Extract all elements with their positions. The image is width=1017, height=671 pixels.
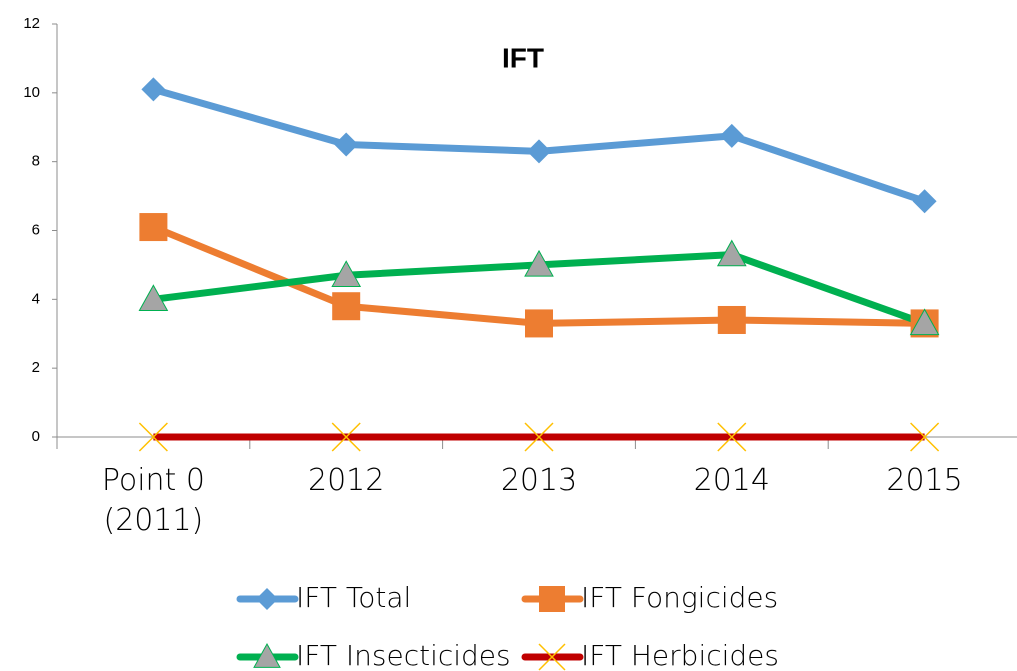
y-tick-label: 10 [23,84,40,101]
marker [139,213,168,242]
marker [539,586,565,612]
marker [138,284,169,312]
marker [910,422,940,452]
y-tick-label: 0 [32,428,40,445]
marker [527,139,551,164]
x-tick-label: 2013 [500,463,578,498]
marker [524,249,554,277]
y-tick-label: 8 [32,153,40,170]
marker [716,239,747,267]
legend-label: IFT Insecticides [296,639,511,671]
marker [256,588,278,610]
legend-label: IFT Total [296,581,411,614]
marker [912,189,937,214]
legend-label: IFT Herbicides [581,639,779,671]
marker [332,292,361,321]
x-tick-label: 2015 [886,463,963,498]
marker [525,309,553,338]
marker [253,642,281,668]
marker [524,422,554,452]
x-tick-label: Point 0 (2011) [101,463,205,538]
y-tick-label: 2 [32,359,40,376]
chart-title: IFT [502,42,544,73]
marker [331,260,362,287]
marker [909,308,940,336]
x-tick-label: 2014 [693,463,770,498]
marker [138,422,168,452]
marker [717,422,747,452]
y-tick-label: 4 [32,290,40,307]
x-tick-label: 2012 [308,463,385,498]
marker [331,422,361,452]
y-tick-label: 12 [23,15,40,32]
marker [538,643,566,671]
marker [141,77,166,102]
marker [717,305,746,334]
marker [719,123,744,148]
legend-label: IFT Fongicides [581,581,778,614]
y-tick-label: 6 [32,221,40,238]
marker [334,132,359,157]
